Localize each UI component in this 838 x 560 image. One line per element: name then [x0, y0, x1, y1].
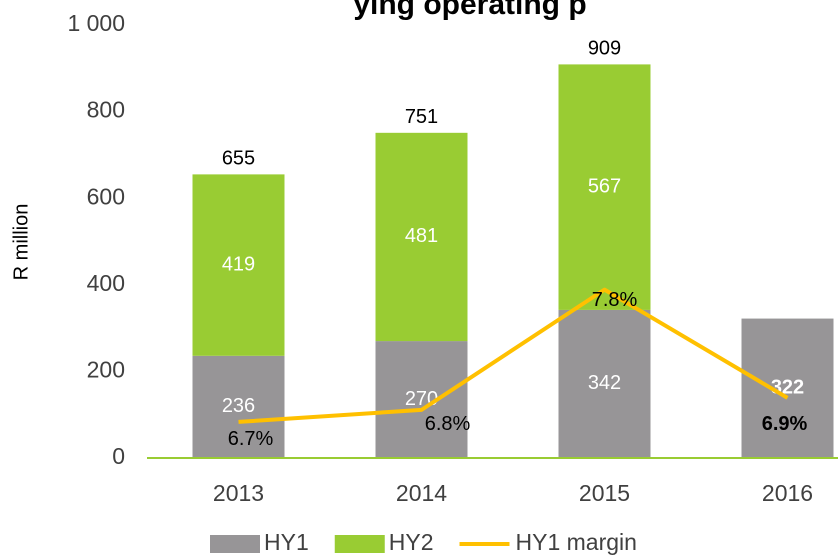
legend-label: HY1 margin: [516, 529, 637, 555]
total-label: 909: [588, 38, 621, 60]
y-tick-label: 200: [87, 356, 125, 382]
legend-swatch: [210, 535, 260, 553]
data-label: 270: [405, 388, 438, 410]
chart-title: ying operating p: [353, 0, 586, 21]
data-label: 342: [588, 372, 621, 394]
y-tick-label: 600: [87, 183, 125, 209]
x-tick-label: 2015: [579, 480, 630, 506]
margin-line: [238, 287, 789, 424]
margin-label: 6.7%: [228, 428, 274, 450]
bar-segment: [558, 309, 651, 458]
y-tick-label: 1 000: [67, 10, 125, 36]
bar-segment: [375, 341, 468, 458]
bar-segment: [558, 64, 651, 310]
margin-label: 7.8%: [592, 289, 638, 311]
bar-segment: [192, 355, 285, 458]
data-label: 322: [771, 377, 804, 399]
y-tick-label: 0: [112, 443, 125, 469]
data-label: 419: [222, 253, 255, 275]
x-tick-label: 2016: [762, 480, 813, 506]
legend-swatch: [334, 535, 385, 553]
margin-label: 6.9%: [762, 413, 808, 435]
data-label: 236: [222, 395, 255, 417]
legend-label: HY1: [264, 529, 309, 555]
y-axis-label: R million: [10, 204, 32, 281]
x-tick-label: 2013: [213, 480, 264, 506]
total-label: 655: [222, 148, 255, 170]
bar-segment: [741, 318, 834, 458]
y-tick-label: 800: [87, 97, 125, 123]
margin-label: 6.8%: [425, 413, 471, 435]
legend-label: HY2: [389, 529, 434, 555]
data-label: 567: [588, 175, 621, 197]
y-tick-label: 400: [87, 270, 125, 296]
bar-segment: [192, 174, 285, 356]
total-label: 751: [405, 106, 438, 128]
bar-segment: [375, 132, 468, 342]
x-tick-label: 2014: [396, 480, 447, 506]
data-label: 481: [405, 225, 438, 247]
